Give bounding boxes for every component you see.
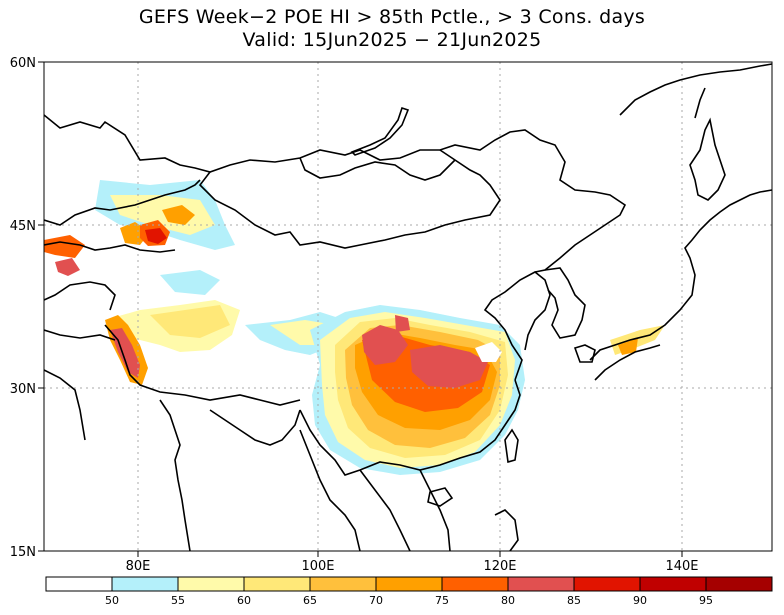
- lon-ticks: [137, 551, 683, 557]
- map-title: GEFS Week−2 POE HI > 85th Pctle., > 3 Co…: [138, 6, 646, 28]
- colorbar-tick-label: 65: [303, 594, 317, 607]
- lon-label-100e: 100E: [301, 559, 334, 574]
- colorbar-swatch: [507, 576, 575, 592]
- lon-label-120e: 120E: [483, 559, 516, 574]
- coastlines-borders: [44, 63, 772, 551]
- colorbar-tick-label: 55: [171, 594, 185, 607]
- colorbar-swatch: [177, 576, 245, 592]
- lat-label-45n: 45N: [10, 219, 36, 234]
- lat-ticks: [38, 61, 44, 552]
- probability-shading: [44, 180, 665, 475]
- lon-label-140e: 140E: [665, 559, 698, 574]
- colorbar-tick-label: 80: [501, 594, 515, 607]
- colorbar-swatch: [45, 576, 113, 592]
- colorbar-swatch: [309, 576, 377, 592]
- map-gridlines: [44, 62, 772, 551]
- colorbar-swatch: [705, 576, 773, 592]
- colorbar-swatch: [375, 576, 443, 592]
- colorbar-tick-label: 75: [435, 594, 449, 607]
- colorbar-swatch: [243, 576, 311, 592]
- colorbar-swatch: [573, 576, 641, 592]
- colorbar-tick-label: 60: [237, 594, 251, 607]
- colorbar-swatch: [441, 576, 509, 592]
- colorbar-tick-label: 50: [105, 594, 119, 607]
- map-valid-dates: Valid: 15Jun2025 − 21Jun2025: [242, 29, 542, 51]
- lat-label-15n: 15N: [10, 545, 36, 560]
- colorbar-swatch: [639, 576, 707, 592]
- colorbar-swatch: [111, 576, 179, 592]
- colorbar-tick-label: 90: [633, 594, 647, 607]
- colorbar-tick-label: 85: [567, 594, 581, 607]
- colorbar-tick-label: 95: [699, 594, 713, 607]
- lon-label-80e: 80E: [126, 559, 151, 574]
- colorbar: 50 55 60 65 70 75 80 85 90 95: [45, 576, 773, 607]
- colorbar-tick-label: 70: [369, 594, 383, 607]
- lat-label-60n: 60N: [10, 56, 36, 71]
- map-frame: [43, 61, 773, 552]
- lat-label-30n: 30N: [10, 382, 36, 397]
